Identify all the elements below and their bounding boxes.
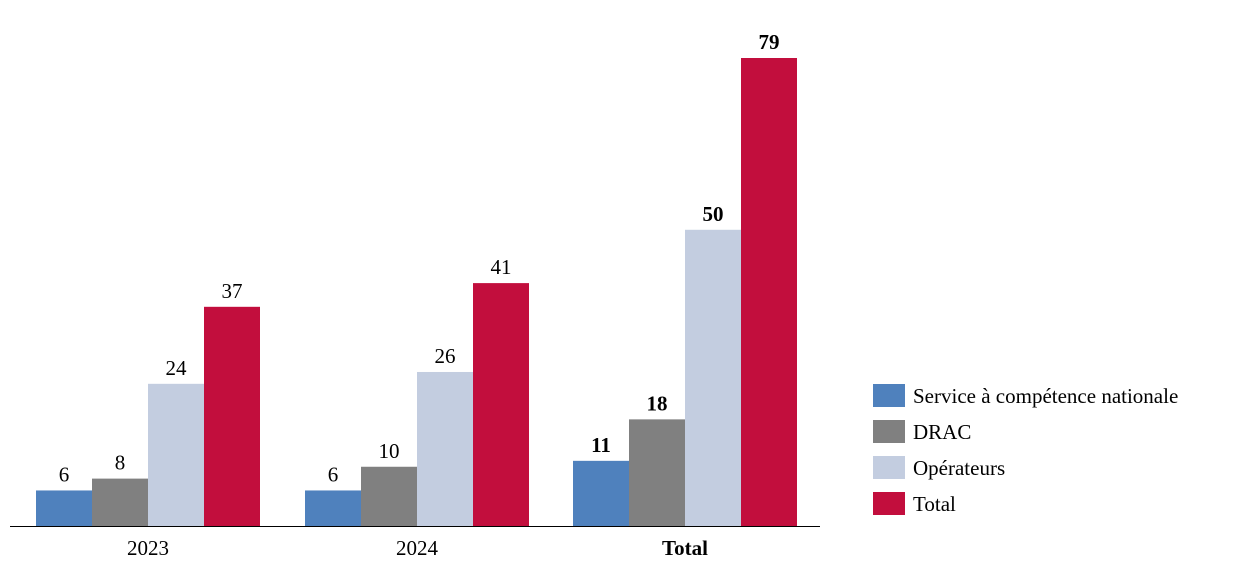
data-label: 10: [379, 439, 400, 463]
bar: [36, 490, 92, 526]
bar: [573, 460, 629, 526]
data-label: 8: [115, 451, 126, 475]
data-label: 11: [591, 433, 611, 457]
bar: [204, 306, 260, 526]
legend-label: Service à compétence nationale: [913, 384, 1178, 408]
legend-swatch: [873, 384, 905, 407]
x-tick-label: 2023: [127, 536, 169, 560]
data-label: 6: [328, 462, 339, 486]
data-label: 37: [222, 279, 243, 303]
legend-swatch: [873, 492, 905, 515]
bar: [417, 371, 473, 526]
data-label: 6: [59, 462, 70, 486]
bar: [629, 419, 685, 526]
bar: [741, 58, 797, 526]
x-tick-labels: 2023 2024 Total: [127, 536, 708, 560]
data-label: 18: [647, 391, 668, 415]
legend-label: Opérateurs: [913, 456, 1005, 480]
x-tick-label: Total: [662, 536, 708, 560]
legend-swatch: [873, 420, 905, 443]
bar: [148, 383, 204, 526]
data-label: 24: [166, 356, 188, 380]
data-label: 50: [703, 202, 724, 226]
legend-label: Total: [913, 492, 956, 516]
data-label: 41: [491, 255, 512, 279]
legend-swatch: [873, 456, 905, 479]
legend-label: DRAC: [913, 420, 971, 444]
bar: [305, 490, 361, 526]
bar: [361, 466, 417, 526]
bar: [685, 229, 741, 526]
data-label: 26: [435, 344, 456, 368]
x-tick-label: 2024: [396, 536, 439, 560]
bars-layer: 6 8 24 37 6 10 26 41 11 18 50 79: [36, 30, 797, 526]
data-label: 79: [759, 30, 780, 54]
bar: [92, 478, 148, 526]
legend: Service à compétence nationale DRAC Opérat…: [873, 384, 1178, 516]
bar: [473, 283, 529, 526]
